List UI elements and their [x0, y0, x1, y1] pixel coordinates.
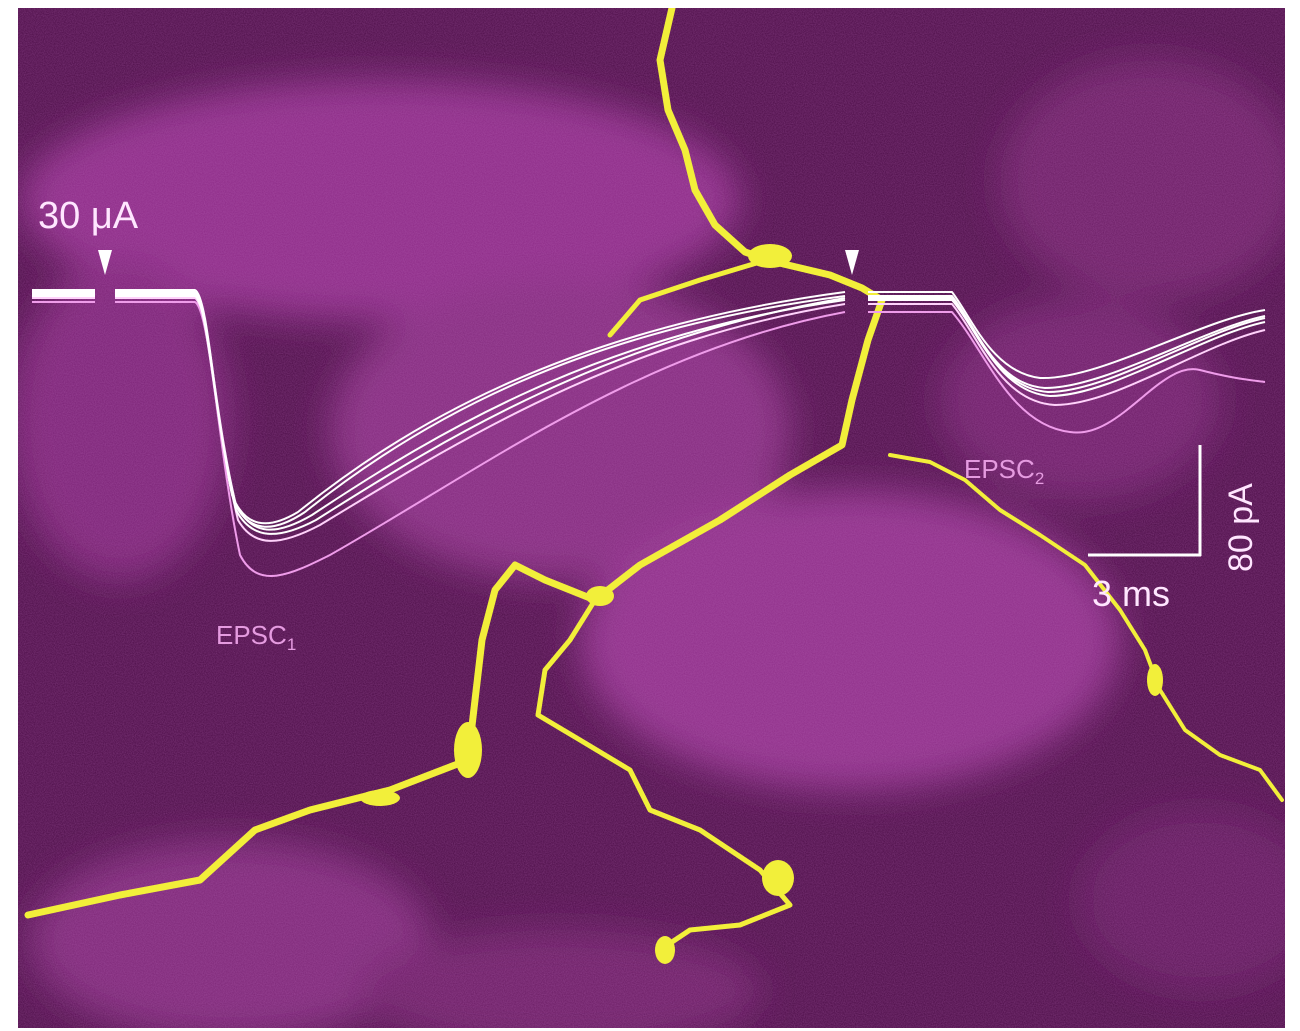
micrograph: 30 μA EPSC1 EPSC2 80 pA 3 ms	[10, 8, 1300, 1031]
epsc2-subscript: 2	[1035, 469, 1044, 488]
epsc1-text: EPSC	[216, 620, 287, 650]
epsc1-label: EPSC1	[216, 620, 296, 654]
figure: 30 μA EPSC1 EPSC2 80 pA 3 ms	[0, 0, 1300, 1031]
epsc2-label: EPSC2	[964, 454, 1044, 488]
stimulus-label: 30 μA	[38, 195, 139, 237]
epsc2-text: EPSC	[964, 454, 1035, 484]
epsc1-subscript: 1	[287, 635, 296, 654]
time-scale-label: 3 ms	[1092, 573, 1170, 614]
page: 30 μA EPSC1 EPSC2 80 pA 3 ms (() => { co…	[0, 0, 1300, 1031]
current-scale-label: 80 pA	[1222, 483, 1260, 572]
